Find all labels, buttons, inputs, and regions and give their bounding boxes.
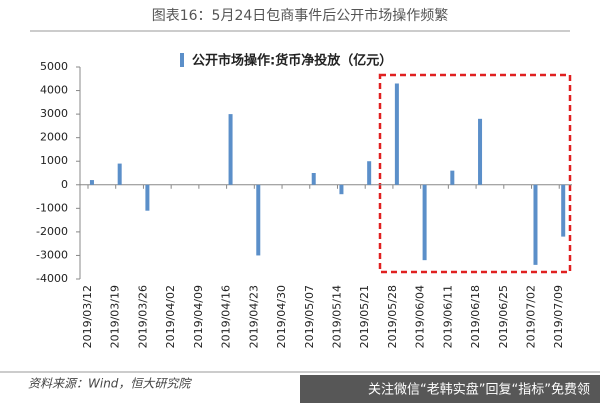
bar	[89, 180, 94, 185]
x-tick-label: 2019/03/26	[136, 285, 149, 348]
y-tick-label: 4000	[40, 84, 68, 97]
bar	[228, 114, 233, 185]
y-tick-label: 1000	[40, 154, 68, 167]
bar	[478, 118, 483, 185]
x-tick-label: 2019/06/04	[414, 285, 427, 348]
bar	[367, 161, 372, 185]
x-tick-label: 2019/05/07	[303, 285, 316, 348]
x-tick-label: 2019/07/09	[552, 285, 565, 348]
x-tick-label: 2019/04/02	[164, 285, 177, 348]
bar	[117, 163, 122, 185]
bar	[422, 184, 427, 261]
bar	[533, 184, 538, 265]
x-tick-label: 2019/05/21	[358, 285, 371, 348]
x-tick-label: 2019/04/09	[192, 285, 205, 348]
y-tick-label: 2000	[40, 131, 68, 144]
y-tick-label: 3000	[40, 107, 68, 120]
x-tick-label: 2019/07/02	[525, 285, 538, 348]
watermark-bg	[300, 375, 600, 403]
x-tick-label: 2019/04/16	[220, 285, 233, 348]
x-tick-label: 2019/04/23	[247, 285, 260, 348]
legend-label: 公开市场操作:货币净投放（亿元）	[192, 53, 392, 69]
bar	[394, 83, 399, 185]
chart-title: 图表16：5月24日包商事件后公开市场操作频繁	[152, 7, 449, 24]
bar	[339, 184, 344, 195]
bar	[450, 170, 455, 185]
x-tick-label: 2019/06/18	[469, 285, 482, 348]
watermark: 关注微信“老韩实盘”回复“指标”免费领	[368, 382, 590, 398]
x-tick-label: 2019/06/11	[441, 285, 454, 348]
bar	[311, 173, 316, 185]
y-tick-label: -4000	[36, 272, 68, 285]
x-tick-label: 2019/03/12	[81, 285, 94, 348]
y-tick-label: 0	[61, 178, 68, 191]
bar	[145, 184, 150, 211]
y-tick-label: 5000	[40, 60, 68, 73]
highlight-box	[378, 73, 572, 274]
y-tick-label: -1000	[36, 201, 68, 214]
x-tick-label: 2019/05/14	[330, 285, 343, 348]
x-tick-label: 2019/05/28	[386, 285, 399, 348]
y-tick-label: -2000	[36, 225, 68, 238]
bar	[256, 184, 261, 256]
legend-swatch	[180, 53, 184, 67]
x-tick-label: 2019/06/25	[497, 285, 510, 348]
bar	[561, 184, 566, 237]
x-tick-label: 2019/03/19	[109, 285, 122, 348]
x-tick-label: 2019/04/30	[275, 285, 288, 348]
y-tick-label: -3000	[36, 248, 68, 261]
source-note: 资料来源：Wind，恒大研究院	[28, 377, 192, 391]
